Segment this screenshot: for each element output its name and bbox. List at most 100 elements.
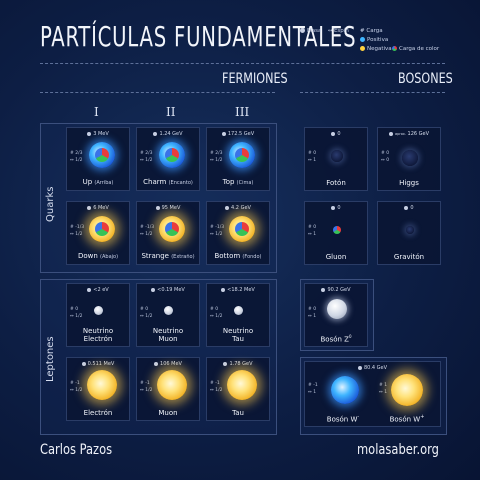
particle-card[interactable]: 95 MeV # -1/3 ↔ 1/2 Strange (Extraño) bbox=[136, 201, 200, 265]
mass-label: 0 bbox=[305, 131, 367, 137]
particle-card[interactable]: aprox. 126 GeV # 0 ↔ 0 Higgs bbox=[377, 127, 441, 191]
mass-icon bbox=[155, 205, 160, 210]
spin-icon: ↔ bbox=[328, 28, 333, 34]
particle-name: Neutrino Tau bbox=[222, 327, 254, 343]
mass-icon bbox=[151, 287, 156, 292]
charge-spin: # -1 ↔ 1/2 bbox=[140, 381, 153, 393]
particle-name: Tau bbox=[232, 409, 244, 417]
legend-charge: # Carga bbox=[360, 28, 383, 34]
fermions-divider bbox=[40, 92, 275, 93]
mass-icon bbox=[331, 205, 336, 210]
particle-sphere bbox=[331, 150, 343, 162]
particle-card[interactable]: 0 # 0 ↔ 1 Fotón bbox=[304, 127, 368, 191]
particle-sphere bbox=[327, 299, 347, 319]
particle-name: Bosón W+ bbox=[389, 413, 425, 423]
mass-icon bbox=[321, 287, 326, 292]
charge-spin: # 0 ↔ 1 bbox=[308, 225, 317, 237]
particle-sphere bbox=[159, 216, 185, 242]
mass-icon bbox=[404, 205, 409, 210]
particle-card[interactable]: 0 Gravitón bbox=[377, 201, 441, 265]
generation-2: II bbox=[166, 105, 176, 119]
mass-icon bbox=[153, 131, 158, 136]
negative-icon bbox=[360, 46, 365, 51]
charge-spin: # 0 ↔ 1/2 bbox=[70, 307, 83, 319]
mass-label: 80.4 GeV bbox=[305, 365, 440, 371]
particle-card[interactable]: <0.19 MeV # 0 ↔ 1/2 Neutrino Muon bbox=[136, 283, 200, 347]
particle-name: Gluon bbox=[325, 253, 347, 261]
particle-card[interactable]: <18.2 MeV # 0 ↔ 1/2 Neutrino Tau bbox=[206, 283, 270, 347]
color-charge-icon bbox=[235, 148, 249, 162]
particle-card[interactable]: 1.24 GeV # 2/3 ↔ 1/2 Charm (Encanto) bbox=[136, 127, 200, 191]
mass-label: 3 MeV bbox=[67, 131, 129, 137]
particle-sphere bbox=[89, 216, 115, 242]
particle-sphere bbox=[406, 226, 414, 234]
generation-3: III bbox=[235, 105, 250, 119]
particle-sphere bbox=[94, 306, 103, 315]
particle-name: Bosón Z0 bbox=[320, 333, 352, 343]
mass-label: 1.24 GeV bbox=[137, 131, 199, 137]
particle-card[interactable]: 0 # 0 ↔ 1 Gluon bbox=[304, 201, 368, 265]
charge-spin: # 0 ↔ 1/2 bbox=[210, 307, 223, 319]
particle-card[interactable]: 3 MeV # 2/3 ↔ 1/2 Up (Arriba) bbox=[66, 127, 130, 191]
page-title: PARTÍCULAS FUNDAMENTALES bbox=[40, 20, 357, 53]
mass-icon bbox=[154, 361, 159, 366]
particle-card[interactable]: <2 eV # 0 ↔ 1/2 Neutrino Electrón bbox=[66, 283, 130, 347]
particle-name: Electrón bbox=[83, 409, 113, 417]
mass-label: 106 MeV bbox=[137, 361, 199, 367]
particle-name: Up (Arriba) bbox=[82, 178, 114, 186]
charge-spin: # -1 ↔ 1 bbox=[308, 383, 318, 395]
bosons-divider bbox=[300, 92, 445, 93]
section-fermions: FERMIONES bbox=[222, 71, 288, 87]
mass-icon bbox=[388, 131, 393, 136]
charge-spin: # 1 ↔ 1 bbox=[379, 383, 388, 395]
particle-name: Bottom (Fondo) bbox=[214, 252, 262, 260]
particle-card[interactable]: 6 MeV # -1/3 ↔ 1/2 Down (Abajo) bbox=[66, 201, 130, 265]
color-charge-icon bbox=[165, 148, 179, 162]
particle-card[interactable]: 106 MeV # -1 ↔ 1/2 Muon bbox=[136, 357, 200, 421]
charge-spin: # 0 ↔ 0 bbox=[381, 151, 390, 163]
mass-icon bbox=[225, 205, 230, 210]
particle-sphere bbox=[331, 376, 359, 404]
label-leptons: Leptones bbox=[45, 336, 56, 382]
mass-label: 0.511 MeV bbox=[67, 361, 129, 367]
mass-icon bbox=[357, 365, 362, 370]
particle-card[interactable]: 0.511 MeV # -1 ↔ 1/2 Electrón bbox=[66, 357, 130, 421]
mass-icon bbox=[87, 287, 92, 292]
particle-sphere bbox=[157, 370, 187, 400]
particle-name: Higgs bbox=[399, 179, 419, 187]
particle-card[interactable]: 80.4 GeV # -1 ↔ 1 # 1 ↔ 1 Bosón W- Bosón W… bbox=[304, 361, 441, 427]
label-quarks: Quarks bbox=[45, 186, 56, 222]
color-charge-icon bbox=[333, 226, 341, 234]
particle-card[interactable]: 4.2 GeV # -1/3 ↔ 1/2 Bottom (Fondo) bbox=[206, 201, 270, 265]
particle-sphere bbox=[402, 150, 418, 166]
mass-icon bbox=[331, 131, 336, 136]
positive-icon bbox=[360, 37, 365, 42]
mass-icon bbox=[223, 361, 228, 366]
particle-name: Neutrino Muon bbox=[152, 327, 184, 343]
color-charge-icon bbox=[95, 148, 109, 162]
charge-spin: # 0 ↔ 1 bbox=[308, 151, 317, 163]
particle-name: Bosón W- bbox=[326, 413, 360, 423]
particle-name: Strange (Extraño) bbox=[141, 252, 195, 260]
site-link[interactable]: molasaber.org bbox=[357, 442, 439, 458]
mass-label: <2 eV bbox=[67, 287, 129, 293]
color-charge-icon bbox=[392, 46, 397, 51]
particle-name: Charm (Encanto) bbox=[143, 178, 193, 186]
legend-mass: Masa bbox=[300, 28, 321, 34]
charge-spin: # -1/3 ↔ 1/2 bbox=[70, 225, 85, 237]
mass-label: 4.2 GeV bbox=[207, 205, 269, 211]
color-charge-icon bbox=[165, 222, 179, 236]
particle-card[interactable]: 1.78 GeV # -1 ↔ 1/2 Tau bbox=[206, 357, 270, 421]
mass-label: <0.19 MeV bbox=[137, 287, 199, 293]
section-bosons: BOSONES bbox=[398, 71, 453, 87]
particle-sphere bbox=[229, 216, 255, 242]
charge-spin: # 2/3 ↔ 1/2 bbox=[210, 151, 223, 163]
particle-sphere bbox=[87, 370, 117, 400]
charge-spin: # -1/3 ↔ 1/2 bbox=[210, 225, 225, 237]
mass-label: 172.5 GeV bbox=[207, 131, 269, 137]
particle-card[interactable]: 172.5 GeV # 2/3 ↔ 1/2 Top (Cima) bbox=[206, 127, 270, 191]
mass-icon bbox=[300, 28, 305, 33]
mass-label: 0 bbox=[378, 205, 440, 211]
particle-card[interactable]: 90.2 GeV # 0 ↔ 1 Bosón Z0 bbox=[304, 283, 368, 347]
mass-icon bbox=[221, 287, 226, 292]
